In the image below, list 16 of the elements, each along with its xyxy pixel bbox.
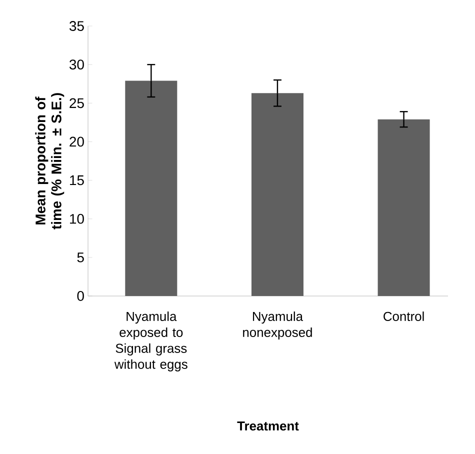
y-tick-label: 25 (70, 98, 84, 108)
y-tick-label: 5 (77, 252, 84, 262)
y-tick-label: 15 (70, 175, 84, 186)
x-tick-label: Nyamula nonexposed (243, 312, 312, 340)
bar (251, 93, 304, 296)
y-tick-label: 0 (77, 291, 84, 301)
y-tick-label: 20 (70, 136, 84, 147)
x-axis-title: Treatment (237, 422, 299, 431)
bar (125, 80, 178, 296)
bar (378, 119, 430, 296)
y-tick-label: 35 (69, 21, 84, 31)
y-axis-title: Mean proportion of time (% Miin. ± S.E.) (35, 93, 64, 230)
x-tick-label: Control (384, 312, 424, 322)
y-tick-label: 30 (69, 60, 84, 70)
y-tick-label: 10 (70, 214, 84, 224)
x-tick-label: Nyamula exposed to Signal grass without eggs (114, 312, 188, 372)
